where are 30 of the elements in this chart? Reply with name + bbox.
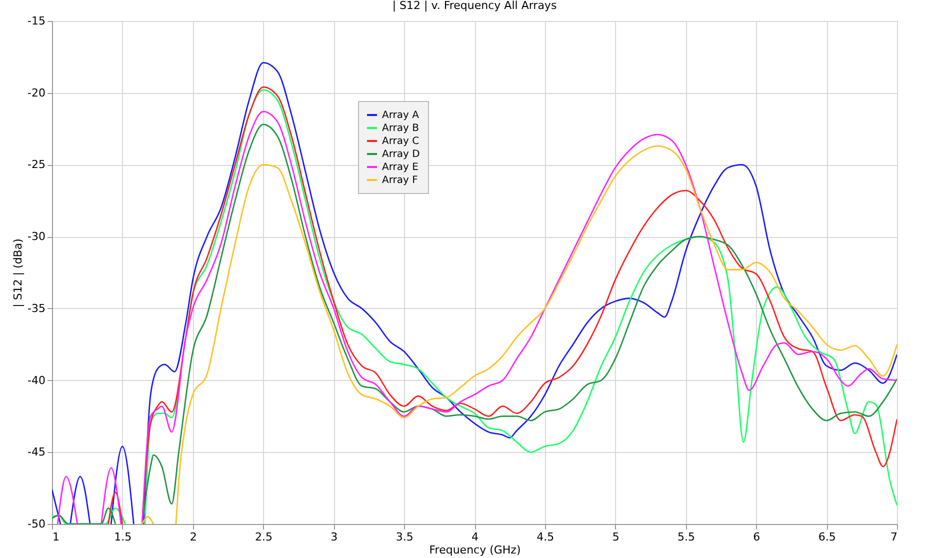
x-tick-label: 2 [190, 530, 197, 544]
x-axis-title: Frequency (GHz) [429, 544, 521, 556]
x-tick-label: 7 [890, 530, 898, 544]
legend-label: Array E [382, 162, 418, 173]
x-tick-label: 6.5 [818, 530, 836, 544]
x-tick-label: 4.5 [536, 530, 554, 544]
x-tick-label: 3.5 [396, 530, 414, 544]
x-tick-label: 5 [612, 530, 620, 544]
y-tick-label: -50 [28, 518, 46, 530]
legend-label: Array A [382, 110, 420, 121]
y-tick-label: -45 [28, 446, 46, 459]
y-tick-label: -20 [28, 86, 46, 100]
y-axis-title: | S12 | (dBa) [12, 238, 25, 308]
legend-label: Array D [382, 149, 420, 160]
y-tick-label: -30 [28, 230, 46, 244]
x-tick-label: 1 [52, 530, 60, 544]
x-tick-label: 1.5 [114, 530, 132, 544]
y-tick-label: -15 [28, 14, 46, 28]
x-tick-label: 2.5 [255, 530, 272, 544]
legend-label: Array F [382, 175, 418, 186]
y-tick-label: -40 [28, 374, 46, 387]
x-tick-label: 6 [753, 530, 760, 544]
x-tick-label: 4 [472, 530, 478, 544]
legend-label: Array B [382, 123, 420, 134]
y-tick-label: -35 [28, 302, 46, 315]
x-tick-label: 3 [330, 530, 338, 544]
chart-title: | S12 | v. Frequency All Arrays [392, 0, 557, 12]
legend-label: Array C [382, 136, 420, 147]
y-tick-label: -25 [28, 158, 46, 172]
x-tick-label: 5.5 [678, 530, 695, 544]
